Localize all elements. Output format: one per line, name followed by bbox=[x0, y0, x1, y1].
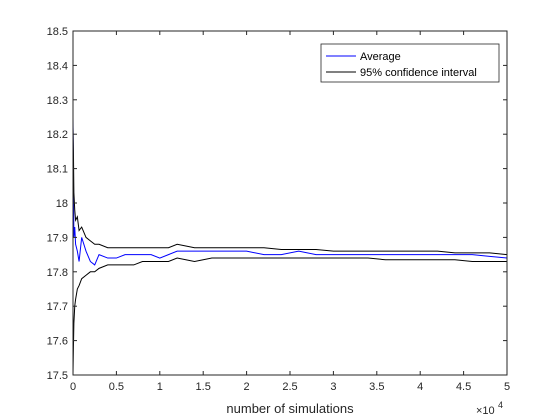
y-tick-label: 17.6 bbox=[47, 336, 68, 348]
y-ticks bbox=[73, 30, 507, 376]
series-layer bbox=[72, 116, 508, 376]
x-axis-label: number of simulations bbox=[226, 401, 354, 416]
x-tick-label: 4 bbox=[417, 381, 423, 393]
x-tick-label: 1.5 bbox=[196, 381, 211, 393]
x-tick-label: 1 bbox=[157, 381, 163, 393]
y-tick-label: 18.4 bbox=[47, 60, 68, 72]
series-line-0 bbox=[72, 116, 508, 266]
y-tick-label: 17.7 bbox=[47, 301, 68, 313]
legend-label-average: Average bbox=[360, 51, 401, 63]
y-tick-labels: 17.5 17.6 17.7 17.8 17.9 18 18.1 18.2 18.3 18.4 18… bbox=[47, 26, 68, 382]
x-tick-label: 4.5 bbox=[456, 381, 471, 393]
x-axis-exponent: ×10 4 bbox=[476, 400, 503, 417]
x-exponent-base: ×10 bbox=[476, 405, 495, 417]
y-tick-label: 18.3 bbox=[47, 95, 68, 107]
y-tick-label: 17.9 bbox=[47, 232, 68, 244]
x-tick-label: 5 bbox=[504, 381, 510, 393]
x-tick-label: 3 bbox=[330, 381, 336, 393]
x-ticks bbox=[72, 31, 508, 375]
x-tick-label: 3.5 bbox=[369, 381, 384, 393]
x-exponent-power: 4 bbox=[498, 400, 503, 410]
series-line-2 bbox=[72, 257, 507, 376]
y-tick-label: 17.8 bbox=[47, 267, 68, 279]
series-line-1 bbox=[72, 127, 508, 256]
x-tick-label: 2 bbox=[244, 381, 250, 393]
legend: Average 95% confidence interval bbox=[320, 43, 500, 83]
x-tick-labels: 0 0.5 1 1.5 2 2.5 3 3.5 4 4.5 5 bbox=[70, 381, 510, 393]
y-tick-label: 18 bbox=[56, 198, 68, 210]
y-tick-label: 18.2 bbox=[47, 129, 68, 141]
y-tick-label: 18.1 bbox=[47, 164, 68, 176]
legend-box bbox=[320, 43, 500, 83]
x-tick-label: 0.5 bbox=[109, 381, 124, 393]
y-tick-label: 18.5 bbox=[47, 26, 68, 38]
plot-area bbox=[73, 31, 507, 375]
x-tick-label: 0 bbox=[70, 381, 76, 393]
x-tick-label: 2.5 bbox=[282, 381, 297, 393]
y-tick-label: 17.5 bbox=[47, 370, 68, 382]
legend-label-confidence: 95% confidence interval bbox=[360, 67, 477, 79]
